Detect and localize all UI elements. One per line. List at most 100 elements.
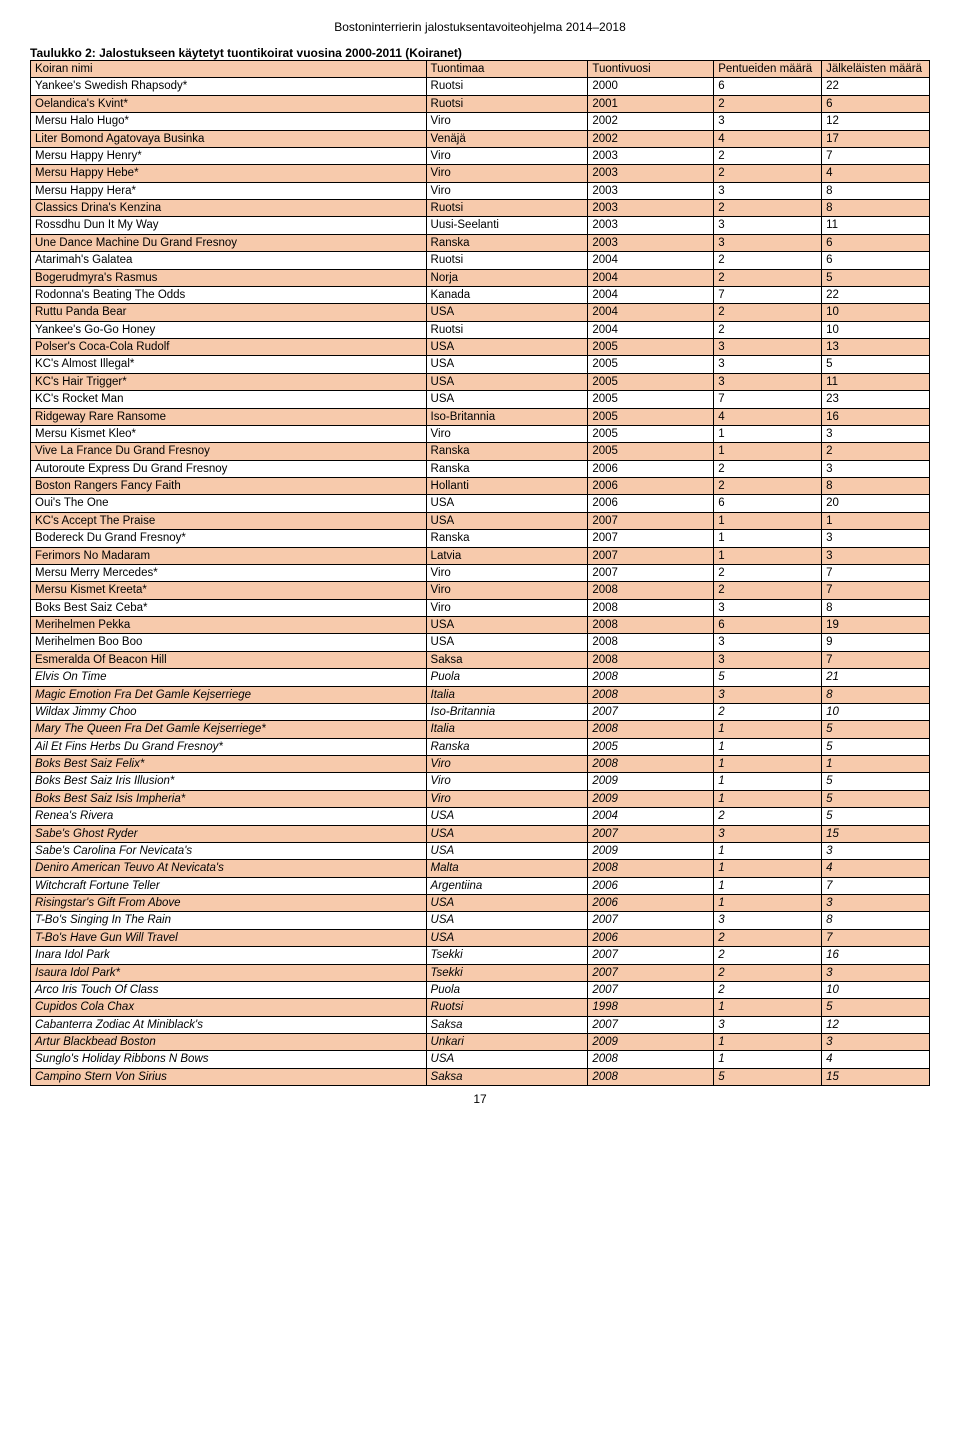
table-row: Mary The Queen Fra Det Gamle Kejserriege… [31, 721, 930, 738]
table-row: KC's Rocket ManUSA2005723 [31, 391, 930, 408]
table-cell: 2006 [588, 495, 714, 512]
table-cell: Viro [426, 756, 588, 773]
table-cell: Iso-Britannia [426, 703, 588, 720]
table-cell: Esmeralda Of Beacon Hill [31, 651, 427, 668]
table-row: Boks Best Saiz Ceba*Viro200838 [31, 599, 930, 616]
table-cell: 8 [822, 912, 930, 929]
table-cell: 1 [714, 773, 822, 790]
table-cell: Risingstar's Gift From Above [31, 895, 427, 912]
table-row: Vive La France Du Grand FresnoyRanska200… [31, 443, 930, 460]
table-cell: 1 [714, 738, 822, 755]
table-cell: 1 [714, 1034, 822, 1051]
table-cell: 1 [714, 860, 822, 877]
table-cell: 5 [822, 738, 930, 755]
table-cell: USA [426, 895, 588, 912]
table-cell: 1998 [588, 999, 714, 1016]
table-cell: 2004 [588, 304, 714, 321]
table-cell: Venäjä [426, 130, 588, 147]
table-cell: 7 [822, 564, 930, 581]
table-cell: Merihelmen Pekka [31, 617, 427, 634]
table-cell: 7 [822, 877, 930, 894]
table-row: Ruttu Panda BearUSA2004210 [31, 304, 930, 321]
table-cell: 2 [714, 808, 822, 825]
table-cell: Italia [426, 686, 588, 703]
table-cell: Mersu Merry Mercedes* [31, 564, 427, 581]
table-cell: 2007 [588, 981, 714, 998]
table-cell: Boks Best Saiz Felix* [31, 756, 427, 773]
table-cell: KC's Accept The Praise [31, 512, 427, 529]
table-cell: Ruotsi [426, 252, 588, 269]
table-cell: Ruotsi [426, 200, 588, 217]
table-cell: 7 [714, 391, 822, 408]
table-cell: 2006 [588, 877, 714, 894]
table-cell: 2 [714, 95, 822, 112]
table-cell: Rossdhu Dun It My Way [31, 217, 427, 234]
table-cell: USA [426, 912, 588, 929]
table-cell: Latvia [426, 547, 588, 564]
table-cell: 6 [822, 234, 930, 251]
table-cell: 7 [714, 286, 822, 303]
table-cell: USA [426, 634, 588, 651]
table-cell: Saksa [426, 1016, 588, 1033]
table-cell: 4 [822, 1051, 930, 1068]
table-row: Artur Blackbead BostonUnkari200913 [31, 1034, 930, 1051]
col-header-name: Koiran nimi [31, 61, 427, 78]
table-cell: 2 [714, 269, 822, 286]
table-cell: 2004 [588, 808, 714, 825]
table-cell: USA [426, 391, 588, 408]
table-row: Mersu Happy Henry*Viro200327 [31, 147, 930, 164]
table-row: Ail Et Fins Herbs Du Grand Fresnoy*Ransk… [31, 738, 930, 755]
document-header: Bostoninterrierin jalostuksentavoiteohje… [30, 20, 930, 34]
table-row: Mersu Merry Mercedes*Viro200727 [31, 564, 930, 581]
table-cell: 19 [822, 617, 930, 634]
table-row: Liter Bomond Agatovaya BusinkaVenäjä2002… [31, 130, 930, 147]
table-row: Cabanterra Zodiac At Miniblack'sSaksa200… [31, 1016, 930, 1033]
table-cell: 4 [714, 130, 822, 147]
table-cell: 3 [714, 373, 822, 390]
table-cell: Norja [426, 269, 588, 286]
table-cell: 2 [714, 981, 822, 998]
table-cell: Viro [426, 564, 588, 581]
table-cell: 10 [822, 321, 930, 338]
table-cell: 3 [822, 460, 930, 477]
table-cell: 3 [822, 1034, 930, 1051]
table-cell: KC's Hair Trigger* [31, 373, 427, 390]
col-header-country: Tuontimaa [426, 61, 588, 78]
table-cell: 2006 [588, 460, 714, 477]
table-cell: 2008 [588, 756, 714, 773]
table-cell: Sabe's Carolina For Nevicata's [31, 842, 427, 859]
table-cell: Viro [426, 113, 588, 130]
table-cell: Liter Bomond Agatovaya Businka [31, 130, 427, 147]
table-cell: USA [426, 842, 588, 859]
table-cell: Italia [426, 721, 588, 738]
table-cell: 5 [714, 1068, 822, 1085]
table-cell: Campino Stern Von Sirius [31, 1068, 427, 1085]
table-row: Classics Drina's KenzinaRuotsi200328 [31, 200, 930, 217]
table-cell: Oelandica's Kvint* [31, 95, 427, 112]
table-cell: 2004 [588, 286, 714, 303]
table-cell: 2007 [588, 547, 714, 564]
table-cell: Artur Blackbead Boston [31, 1034, 427, 1051]
table-row: Isaura Idol Park*Tsekki200723 [31, 964, 930, 981]
table-cell: Merihelmen Boo Boo [31, 634, 427, 651]
table-cell: 2007 [588, 964, 714, 981]
table-cell: 3 [714, 599, 822, 616]
table-cell: 4 [714, 408, 822, 425]
table-cell: 2007 [588, 703, 714, 720]
table-row: Arco Iris Touch Of ClassPuola2007210 [31, 981, 930, 998]
table-row: Magic Emotion Fra Det Gamle KejserriegeI… [31, 686, 930, 703]
table-cell: Arco Iris Touch Of Class [31, 981, 427, 998]
table-cell: Classics Drina's Kenzina [31, 200, 427, 217]
table-cell: 3 [714, 651, 822, 668]
table-cell: Viro [426, 165, 588, 182]
table-cell: Sunglo's Holiday Ribbons N Bows [31, 1051, 427, 1068]
table-cell: 2 [714, 460, 822, 477]
table-row: Oelandica's Kvint*Ruotsi200126 [31, 95, 930, 112]
table-row: Mersu Halo Hugo*Viro2002312 [31, 113, 930, 130]
table-cell: 6 [714, 495, 822, 512]
table-cell: 2007 [588, 1016, 714, 1033]
table-cell: Ranska [426, 738, 588, 755]
table-cell: 2 [714, 321, 822, 338]
table-row: T-Bo's Singing In The RainUSA200738 [31, 912, 930, 929]
table-cell: Tsekki [426, 964, 588, 981]
